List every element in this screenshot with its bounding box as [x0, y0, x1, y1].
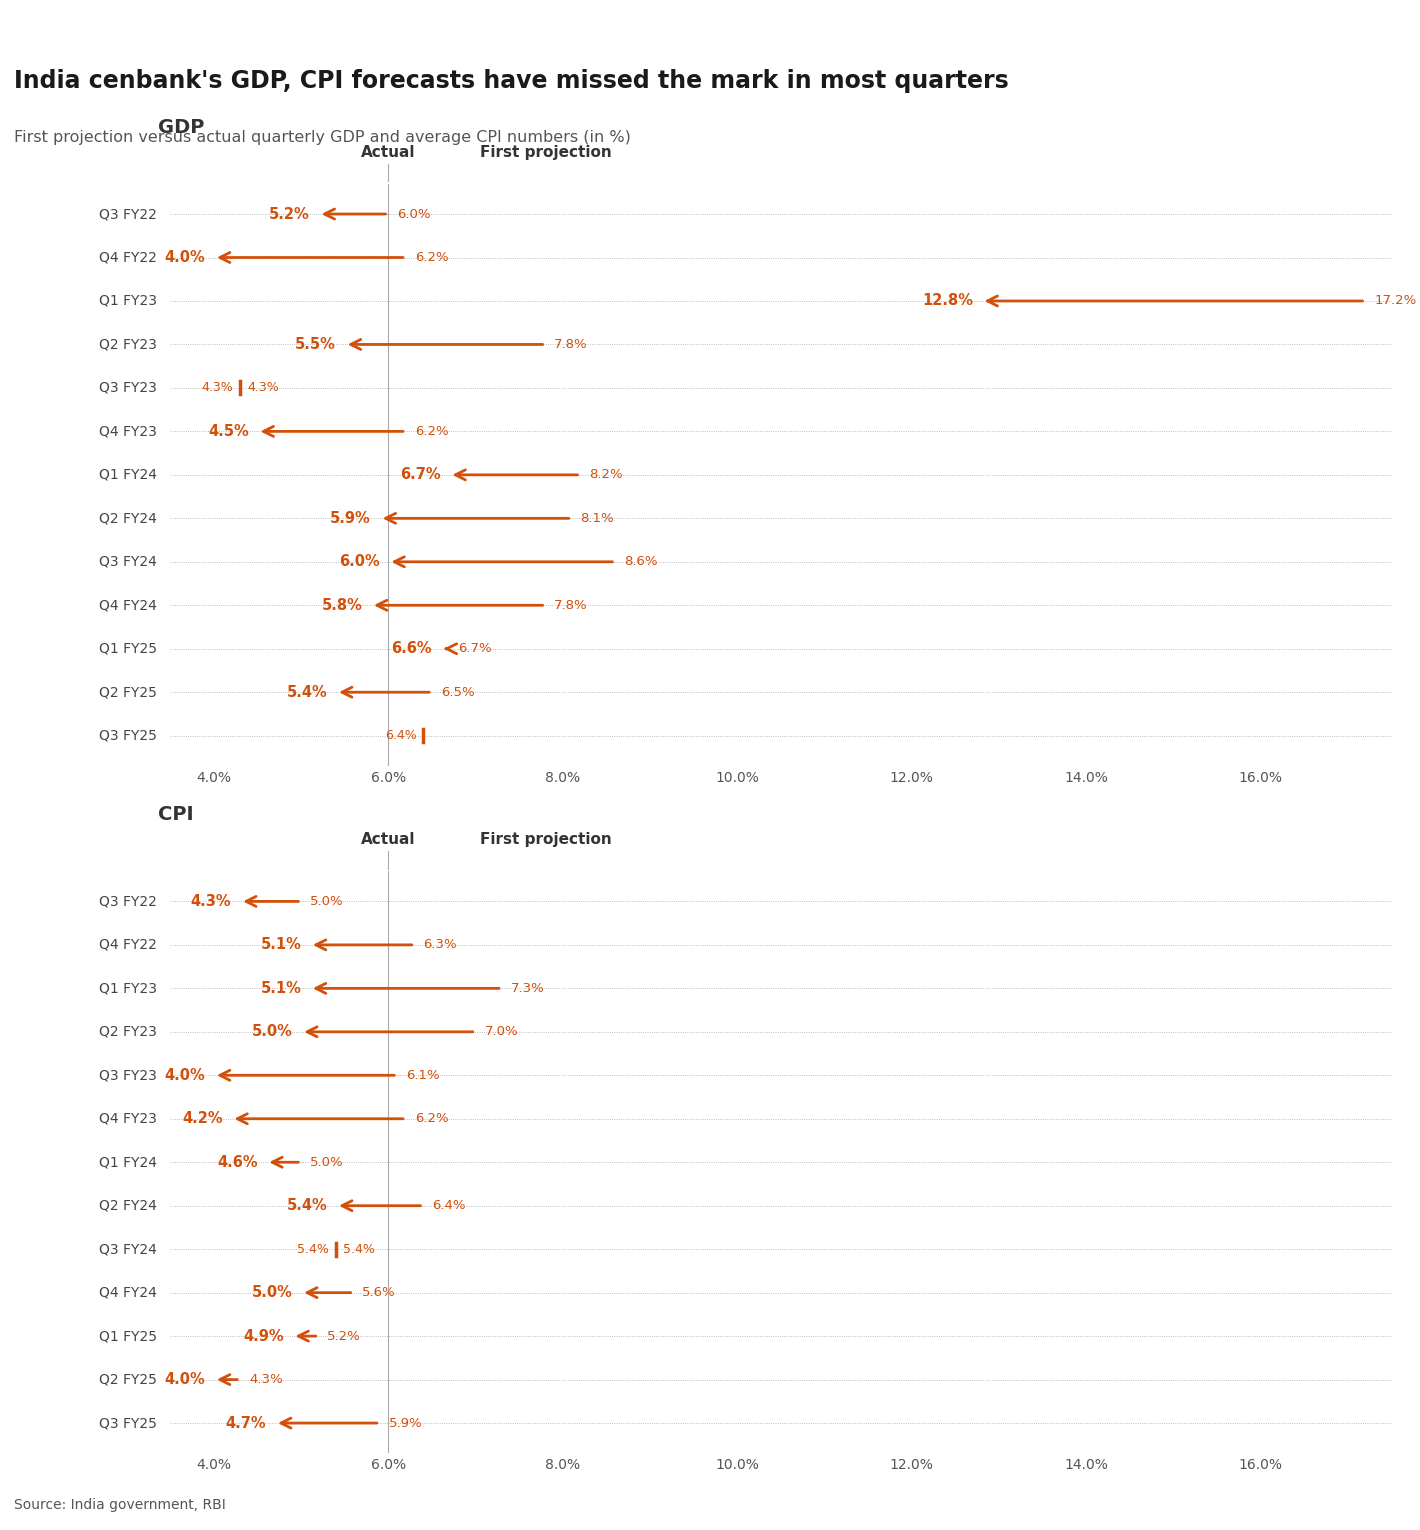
- Text: 5.4%: 5.4%: [287, 1198, 328, 1213]
- Text: Q4 FY23: Q4 FY23: [99, 1112, 158, 1126]
- Text: India cenbank's GDP, CPI forecasts have missed the mark in most quarters: India cenbank's GDP, CPI forecasts have …: [14, 69, 1010, 93]
- Text: 5.2%: 5.2%: [270, 207, 310, 222]
- Text: Q2 FY25: Q2 FY25: [99, 685, 158, 699]
- Text: 6.1%: 6.1%: [406, 1069, 440, 1082]
- Text: Q3 FY23: Q3 FY23: [99, 1068, 158, 1082]
- Text: First projection versus actual quarterly GDP and average CPI numbers (in %): First projection versus actual quarterly…: [14, 130, 630, 145]
- Text: 6.7%: 6.7%: [459, 643, 491, 655]
- Text: Actual: Actual: [361, 832, 416, 848]
- Text: Q2 FY25: Q2 FY25: [99, 1372, 158, 1386]
- Text: 6.7%: 6.7%: [400, 467, 440, 482]
- Text: 5.4%: 5.4%: [287, 685, 328, 699]
- Text: Q1 FY25: Q1 FY25: [99, 1330, 158, 1343]
- Text: Q2 FY23: Q2 FY23: [99, 338, 158, 352]
- Text: 4.2%: 4.2%: [182, 1111, 223, 1126]
- Text: 7.8%: 7.8%: [554, 598, 588, 612]
- Text: First projection: First projection: [480, 832, 612, 848]
- Text: Q3 FY22: Q3 FY22: [99, 895, 158, 909]
- Text: Q4 FY22: Q4 FY22: [99, 251, 158, 265]
- Text: First projection: First projection: [480, 145, 612, 159]
- Text: Q3 FY25: Q3 FY25: [99, 728, 158, 742]
- Text: Actual: Actual: [361, 145, 416, 159]
- Text: 4.0%: 4.0%: [165, 249, 206, 265]
- Text: 5.9%: 5.9%: [331, 511, 371, 526]
- Text: Q3 FY25: Q3 FY25: [99, 1417, 158, 1431]
- Text: Q2 FY24: Q2 FY24: [99, 1198, 158, 1213]
- Text: Q2 FY23: Q2 FY23: [99, 1025, 158, 1039]
- Text: Source: India government, RBI: Source: India government, RBI: [14, 1498, 226, 1512]
- Text: 6.0%: 6.0%: [339, 554, 379, 569]
- Text: 4.3%: 4.3%: [190, 894, 231, 909]
- Text: 5.4%: 5.4%: [297, 1242, 329, 1256]
- Text: 12.8%: 12.8%: [922, 294, 973, 309]
- Text: 4.9%: 4.9%: [243, 1328, 284, 1343]
- Text: Q3 FY24: Q3 FY24: [99, 555, 158, 569]
- Text: Q1 FY24: Q1 FY24: [99, 1155, 158, 1169]
- Text: 5.9%: 5.9%: [389, 1417, 422, 1429]
- Text: Q3 FY22: Q3 FY22: [99, 207, 158, 220]
- Text: Q1 FY24: Q1 FY24: [99, 468, 158, 482]
- Text: Q3 FY23: Q3 FY23: [99, 381, 158, 395]
- Text: 5.2%: 5.2%: [328, 1330, 361, 1343]
- Text: 4.5%: 4.5%: [209, 424, 248, 439]
- Text: 4.7%: 4.7%: [226, 1415, 267, 1431]
- Text: 8.6%: 8.6%: [623, 555, 657, 568]
- Text: 5.0%: 5.0%: [251, 1285, 293, 1300]
- Text: 4.6%: 4.6%: [217, 1155, 257, 1170]
- Text: 5.0%: 5.0%: [310, 1155, 344, 1169]
- Text: 6.5%: 6.5%: [440, 685, 474, 699]
- Text: Q4 FY22: Q4 FY22: [99, 938, 158, 952]
- Text: Q3 FY24: Q3 FY24: [99, 1242, 158, 1256]
- Text: 8.2%: 8.2%: [589, 468, 623, 482]
- Text: 7.0%: 7.0%: [484, 1025, 518, 1039]
- Text: 4.3%: 4.3%: [247, 381, 278, 395]
- Text: Q4 FY24: Q4 FY24: [99, 1285, 158, 1299]
- Text: Q4 FY24: Q4 FY24: [99, 598, 158, 612]
- Text: 6.2%: 6.2%: [415, 425, 449, 438]
- Text: 17.2%: 17.2%: [1375, 294, 1416, 308]
- Text: 6.4%: 6.4%: [385, 730, 416, 742]
- Text: 4.0%: 4.0%: [165, 1372, 206, 1388]
- Text: Q1 FY23: Q1 FY23: [99, 294, 158, 308]
- Text: 6.2%: 6.2%: [415, 251, 449, 265]
- Text: 5.4%: 5.4%: [344, 1242, 375, 1256]
- Text: 5.1%: 5.1%: [260, 981, 301, 996]
- Text: 5.1%: 5.1%: [260, 938, 301, 952]
- Text: 5.8%: 5.8%: [321, 598, 362, 614]
- Text: 4.0%: 4.0%: [165, 1068, 206, 1083]
- Text: Q4 FY23: Q4 FY23: [99, 424, 158, 439]
- Text: 5.0%: 5.0%: [251, 1024, 293, 1039]
- Text: 5.6%: 5.6%: [362, 1287, 396, 1299]
- Text: 8.1%: 8.1%: [581, 513, 613, 525]
- Text: 7.3%: 7.3%: [511, 982, 544, 994]
- Text: 6.2%: 6.2%: [415, 1112, 449, 1125]
- Text: 6.6%: 6.6%: [392, 641, 432, 656]
- Text: 4.3%: 4.3%: [202, 381, 233, 395]
- Text: 6.4%: 6.4%: [432, 1200, 466, 1212]
- Text: 7.8%: 7.8%: [554, 338, 588, 350]
- Text: GDP: GDP: [158, 118, 204, 138]
- Text: CPI: CPI: [158, 805, 193, 825]
- Text: 5.0%: 5.0%: [310, 895, 344, 907]
- Text: 6.0%: 6.0%: [398, 208, 430, 220]
- Text: 6.3%: 6.3%: [423, 938, 457, 952]
- Text: 4.3%: 4.3%: [248, 1372, 283, 1386]
- Text: Q2 FY24: Q2 FY24: [99, 511, 158, 525]
- Text: Q1 FY25: Q1 FY25: [99, 641, 158, 656]
- Text: 5.5%: 5.5%: [295, 337, 337, 352]
- Text: Q1 FY23: Q1 FY23: [99, 981, 158, 996]
